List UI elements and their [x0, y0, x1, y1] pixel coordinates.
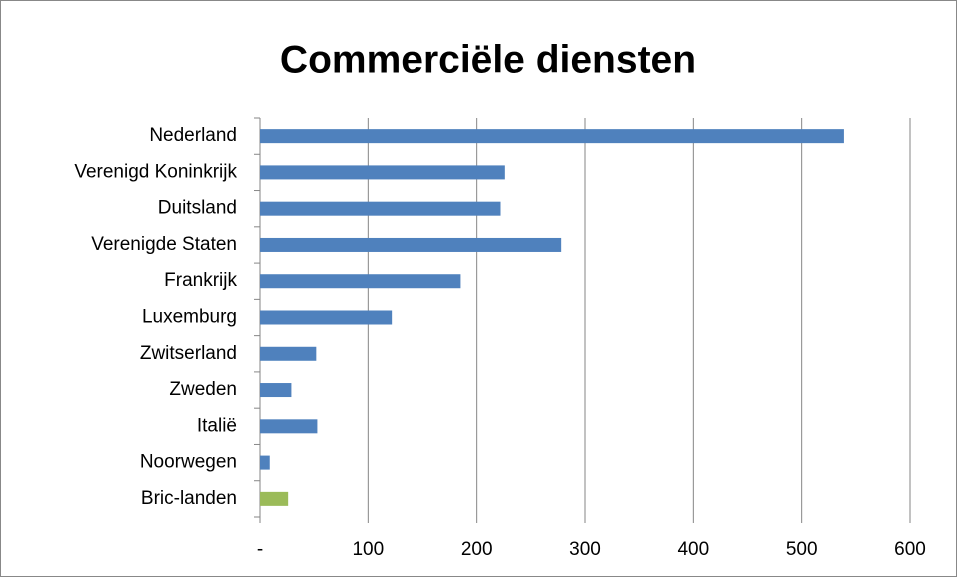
- y-tick-label: Duitsland: [158, 198, 237, 219]
- y-tick-label: Italië: [197, 415, 237, 436]
- x-tick-label: 500: [786, 539, 818, 560]
- x-tick-label: 100: [352, 539, 384, 560]
- y-tick-label: Noorwegen: [140, 452, 237, 473]
- x-tick-label: 600: [894, 539, 926, 560]
- y-tick-label: Frankrijk: [164, 270, 237, 291]
- bar: [260, 274, 461, 289]
- bar: [260, 491, 289, 506]
- bar: [260, 129, 844, 144]
- x-tick-label: -: [257, 539, 263, 560]
- x-tick-label: 400: [677, 539, 709, 560]
- x-tick-label: 300: [569, 539, 601, 560]
- y-tick-label: Bric-landen: [141, 488, 237, 509]
- y-tick-label: Verenigd Koninkrijk: [74, 161, 237, 182]
- bar: [260, 383, 292, 398]
- chart-title: Commerciële diensten: [280, 38, 696, 81]
- y-tick-label: Luxemburg: [142, 307, 237, 328]
- y-tick-label: Zwitserland: [140, 343, 237, 364]
- bar: [260, 310, 393, 325]
- y-tick-label: Verenigde Staten: [91, 234, 237, 255]
- bar: [260, 419, 318, 434]
- bar: [260, 237, 562, 252]
- bar: [260, 346, 317, 361]
- bar: [260, 201, 501, 216]
- y-tick-label: Nederland: [149, 125, 237, 146]
- y-tick-label: Zweden: [169, 379, 237, 400]
- bar: [260, 455, 270, 470]
- bar: [260, 165, 505, 180]
- x-tick-label: 200: [461, 539, 493, 560]
